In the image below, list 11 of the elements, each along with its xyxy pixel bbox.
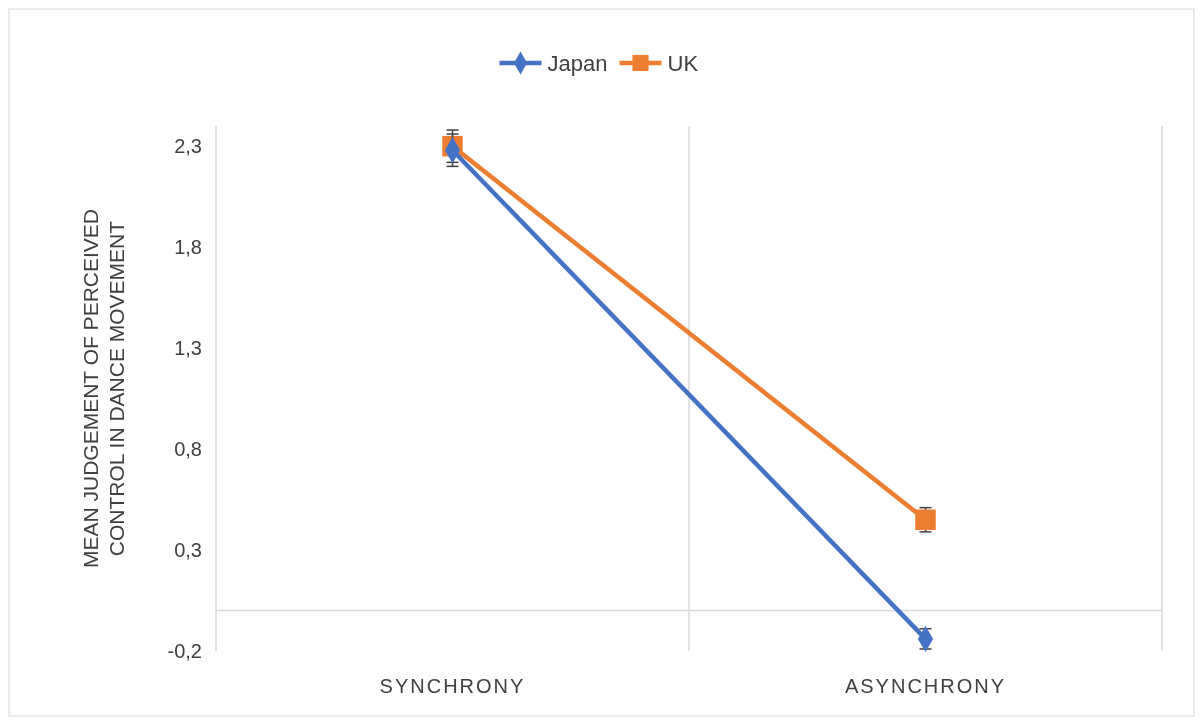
x-tick-label: SYNCHRONY xyxy=(379,675,526,697)
y-tick-label: 2,3 xyxy=(174,135,202,158)
legend-label: Japan xyxy=(547,50,608,76)
y-tick-label: 0,8 xyxy=(174,438,202,461)
legend-label: UK xyxy=(667,50,699,76)
y-tick-label: 1,8 xyxy=(174,236,202,259)
y-tick-label: -0,2 xyxy=(167,640,202,662)
y-tick-label: 0,3 xyxy=(174,539,202,562)
y-axis-title: MEAN JUDGEMENT OF PERCEIVED CONTROL IN DANCE MOVEMENT xyxy=(79,209,128,568)
x-tick-label: ASYNCHRONY xyxy=(844,675,1007,697)
y-tick-label: 1,3 xyxy=(174,337,202,360)
